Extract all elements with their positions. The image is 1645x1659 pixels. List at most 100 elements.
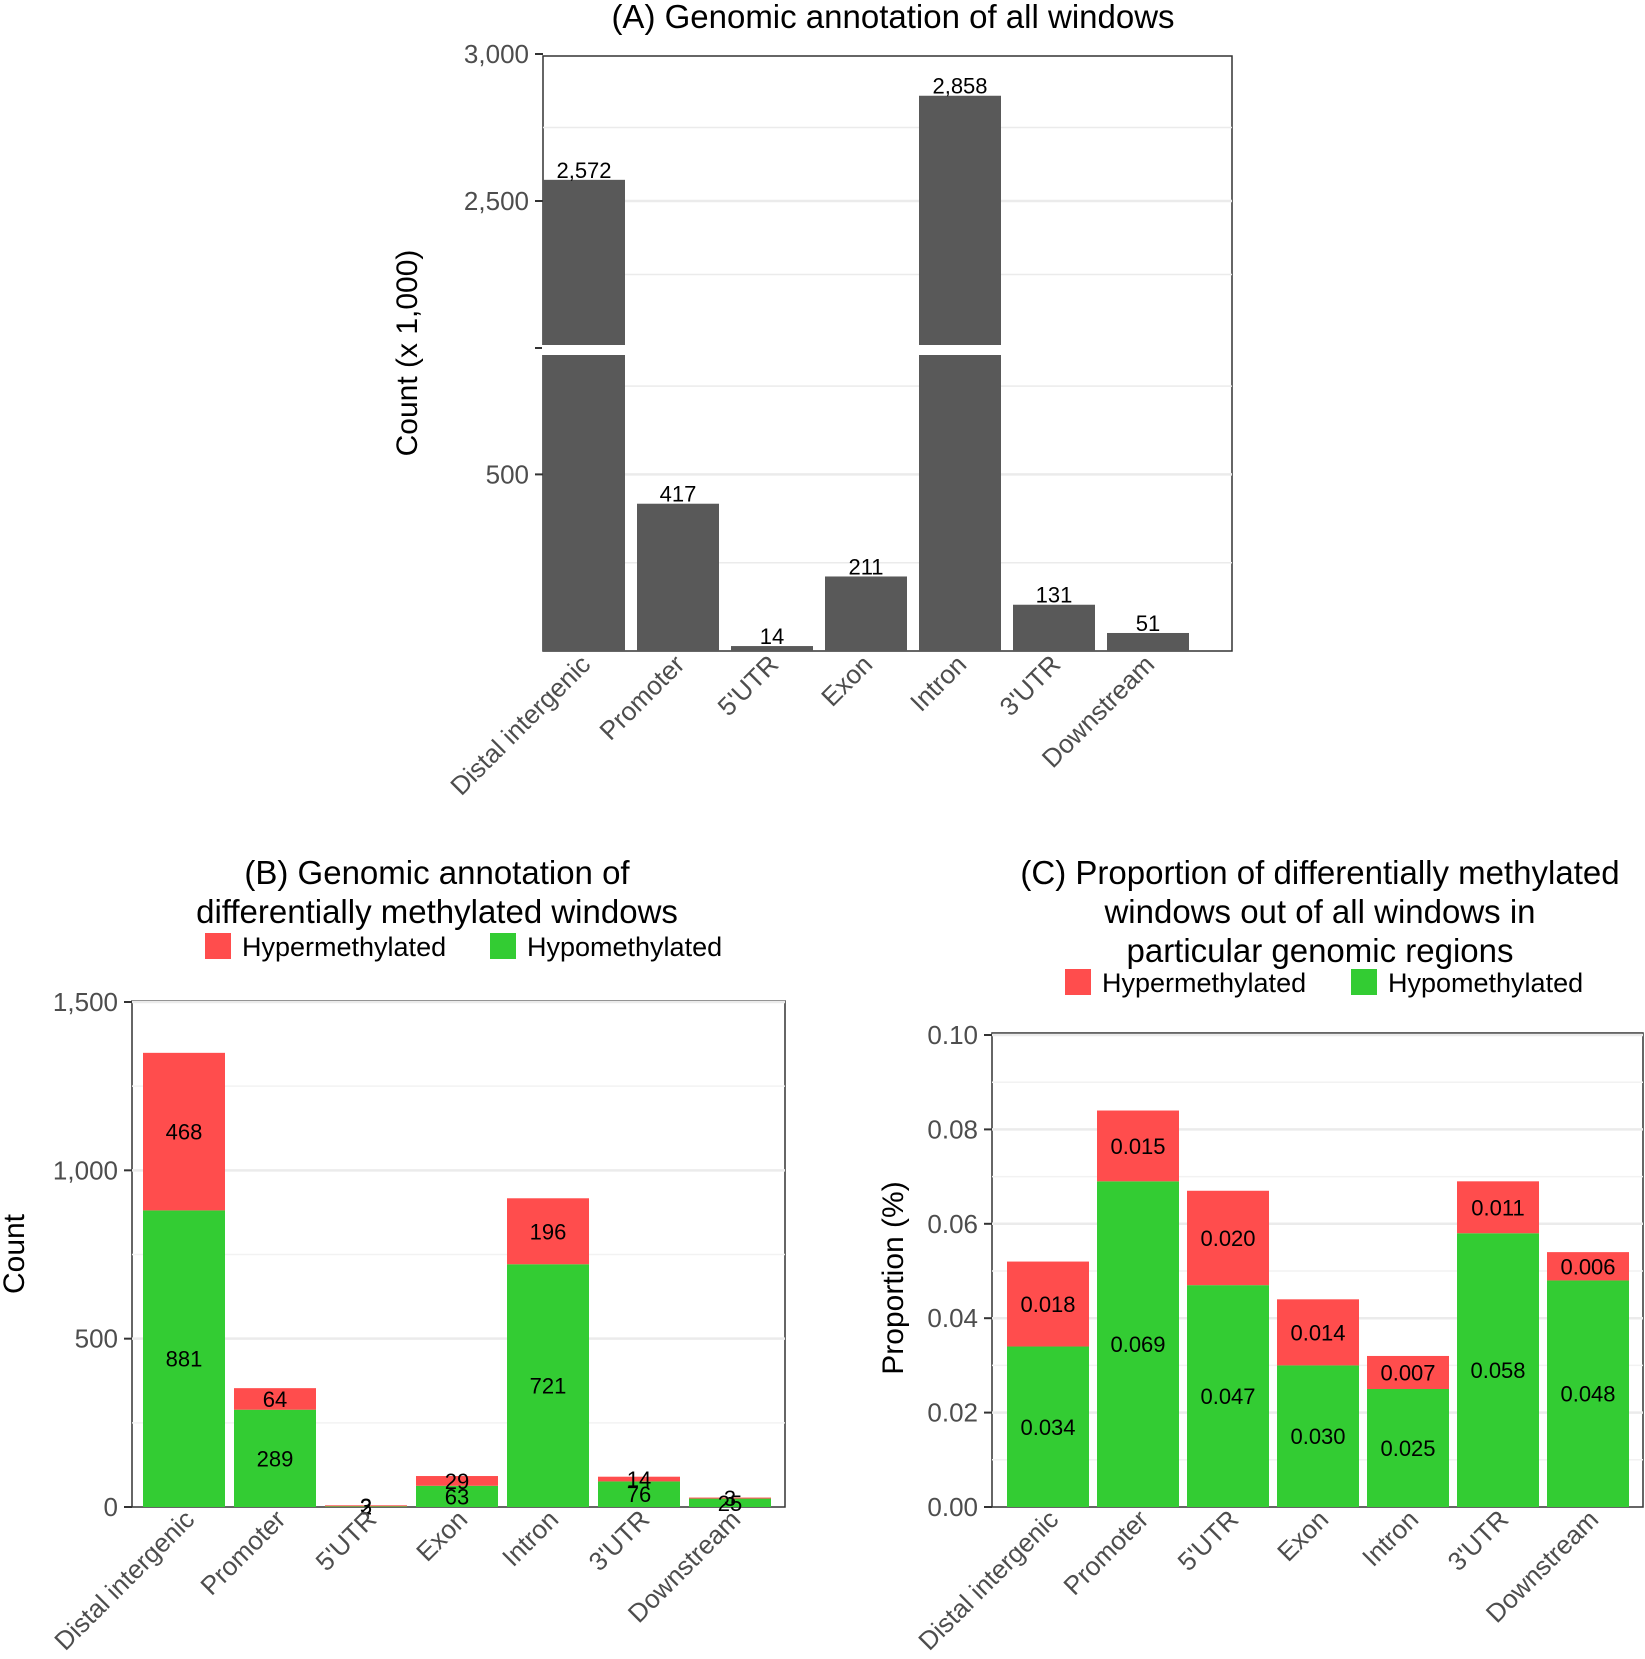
- panel-b-legend-label-hyper: Hypermethylated: [242, 932, 446, 962]
- panel-b-data-label-5-utr-hypomethylated: 2: [360, 1495, 372, 1520]
- panel-b-data-label-exon-hypomethylated: 63: [445, 1484, 469, 1509]
- panel-c-legend-label-hyper: Hypermethylated: [1102, 968, 1306, 998]
- panel-b-x-tick-label-intron: Intron: [496, 1504, 564, 1572]
- panel-c-x-tick-label-intron: Intron: [1356, 1504, 1424, 1572]
- panel-c-title-line-3: particular genomic regions: [1126, 932, 1513, 969]
- panel-a-bar-3-utr: [1013, 604, 1095, 651]
- panel-a-data-label-exon: 211: [848, 554, 883, 579]
- panel-b-bar-intron-hypermethylated: [507, 1198, 589, 1265]
- panel-c-data-label-distal-intergenic-hypomethylated: 0.034: [1020, 1415, 1075, 1440]
- panel-c-x-tick-label-5-utr: 5'UTR: [1172, 1504, 1245, 1577]
- panel-c-y-tick-label: 0.06: [927, 1209, 978, 1239]
- panel-b-bar-5-utr-hypomethylated: [325, 1506, 407, 1507]
- panel-c-data-label-5-utr-hypermethylated: 0.020: [1200, 1226, 1255, 1251]
- panel-c-bar-promoter-hypomethylated: [1097, 1181, 1179, 1507]
- panel-a-bar-break-gap: [542, 345, 626, 355]
- panel-b-data-label-distal-intergenic-hypomethylated: 881: [166, 1347, 203, 1372]
- panel-a-data-label-downstream: 51: [1136, 611, 1160, 636]
- panel-a-bar-distal-intergenic: [543, 179, 625, 651]
- panel-c-data-label-intron-hypomethylated: 0.025: [1380, 1436, 1435, 1461]
- panel-b-bar-downstream-hypomethylated: [689, 1498, 771, 1507]
- panel-b-bars: [143, 1052, 771, 1507]
- panel-b-legend-label-hypo: Hypomethylated: [527, 932, 722, 962]
- panel-a-bar-5-utr: [731, 646, 813, 651]
- panel-c-x-tick-label-distal-intergenic: Distal intergenic: [912, 1504, 1064, 1656]
- panel-b-x-tick-label-3-utr: 3'UTR: [583, 1504, 656, 1577]
- panel-c-y-tick-label: 0.04: [927, 1303, 978, 1333]
- panel-b-data-label-distal-intergenic-hypermethylated: 468: [166, 1120, 203, 1145]
- panel-b-bar-5-utr-hypermethylated: [325, 1505, 407, 1507]
- panel-c-x-tick-label-promoter: Promoter: [1057, 1504, 1154, 1601]
- panel-c-y-tick-label: 0.00: [927, 1492, 978, 1522]
- panel-b-bar-distal-intergenic-hypermethylated: [143, 1052, 225, 1211]
- panel-c-y-tick-label: 0.08: [927, 1114, 978, 1144]
- panel-c-bar-intron-hypomethylated: [1367, 1389, 1449, 1507]
- panel-a-x-tick-label-intron: Intron: [904, 649, 972, 717]
- panel-b-y-tick-label: 500: [75, 1324, 118, 1354]
- panel-b-x-tick-label-exon: Exon: [410, 1504, 473, 1567]
- panel-b-bar-exon-hypermethylated: [416, 1476, 498, 1486]
- panel-c-bars: [1007, 1110, 1629, 1507]
- panel-c-bar-downstream-hypermethylated: [1547, 1252, 1629, 1281]
- panel-b-title-line-1: (B) Genomic annotation of: [244, 854, 630, 891]
- panel-b-legend: Hypermethylated Hypomethylated: [205, 932, 722, 962]
- panel-a-title: (A) Genomic annotation of all windows: [611, 0, 1174, 35]
- panel-b-bar-promoter-hypomethylated: [234, 1409, 316, 1507]
- panel-a-y-axis-title: Count (x 1,000): [391, 250, 424, 457]
- panel-b-x-tick-label-promoter: Promoter: [194, 1504, 291, 1601]
- panel-a-data-label-intron: 2,858: [932, 74, 987, 99]
- panel-c-bar-5-utr-hypermethylated: [1187, 1190, 1269, 1286]
- panel-a-y-ticks: 500 2,500 3,000: [464, 39, 543, 489]
- panel-c-title-line-1: (C) Proportion of differentially methyla…: [1020, 854, 1619, 891]
- panel-c-legend: Hypermethylated Hypomethylated: [1065, 968, 1583, 998]
- panel-b-data-label-5-utr-hypermethylated: 3: [360, 1494, 372, 1519]
- panel-a-x-tick-label-exon: Exon: [815, 649, 878, 712]
- panel-c: (C) Proportion of differentially methyla…: [877, 854, 1644, 1656]
- panel-a: (A) Genomic annotation of all windows Co…: [391, 0, 1233, 801]
- panel-a-data-label-3-utr: 131: [1036, 583, 1073, 608]
- panel-c-legend-swatch-hypo: [1351, 969, 1377, 995]
- panel-b-data-label-3-utr-hypermethylated: 14: [627, 1467, 651, 1492]
- panel-c-title-line-2: windows out of all windows in: [1103, 893, 1535, 930]
- panel-b-y-tick-label: 1,500: [53, 987, 118, 1017]
- panel-a-bar-promoter: [637, 503, 719, 651]
- panel-c-data-label-5-utr-hypomethylated: 0.047: [1200, 1384, 1255, 1409]
- panel-b-x-tick-label-5-utr: 5'UTR: [310, 1504, 383, 1577]
- panel-a-y-tick-label: 2,500: [464, 186, 529, 216]
- panel-c-data-label-downstream-hypermethylated: 0.006: [1560, 1254, 1615, 1279]
- panel-b-data-label-promoter-hypomethylated: 289: [257, 1446, 294, 1471]
- panel-c-data-label-intron-hypermethylated: 0.007: [1380, 1360, 1435, 1385]
- panel-a-y-tick-label: 3,000: [464, 39, 529, 69]
- panel-c-bar-exon-hypomethylated: [1277, 1365, 1359, 1507]
- panel-b-data-label-intron-hypermethylated: 196: [530, 1219, 567, 1244]
- panel-b-legend-swatch-hypo: [490, 933, 516, 959]
- panel-c-data-label-downstream-hypomethylated: 0.048: [1560, 1382, 1615, 1407]
- panel-a-y-tick-label: 500: [486, 459, 529, 489]
- panel-a-x-tick-label-promoter: Promoter: [593, 649, 690, 746]
- panel-a-bars: [542, 95, 1189, 652]
- panel-c-bar-distal-intergenic-hypomethylated: [1007, 1346, 1089, 1507]
- panel-b-bar-exon-hypomethylated: [416, 1485, 498, 1507]
- panel-c-legend-swatch-hyper: [1065, 969, 1091, 995]
- panel-b-y-ticks: 0 500 1,000 1,500: [53, 987, 132, 1522]
- panel-b-data-label-downstream-hypermethylated: 3: [724, 1486, 736, 1511]
- panel-c-bar-3-utr-hypermethylated: [1457, 1181, 1539, 1234]
- panel-c-data-label-exon-hypermethylated: 0.014: [1290, 1320, 1345, 1345]
- panel-b-y-axis-title: Count: [0, 1213, 31, 1294]
- panel-b-x-tick-label-distal-intergenic: Distal intergenic: [48, 1504, 200, 1656]
- panel-b-legend-swatch-hyper: [205, 933, 231, 959]
- panel-a-bar-exon: [825, 576, 907, 651]
- panel-a-data-label-5-utr: 14: [760, 624, 784, 649]
- panel-a-bar-break-gap: [918, 345, 1002, 355]
- panel-b-data-label-3-utr-hypomethylated: 76: [627, 1482, 651, 1507]
- panel-c-data-label-3-utr-hypomethylated: 0.058: [1470, 1358, 1525, 1383]
- panel-b-bar-promoter-hypermethylated: [234, 1388, 316, 1410]
- panel-c-bar-5-utr-hypomethylated: [1187, 1285, 1269, 1507]
- panel-c-y-tick-label: 0.02: [927, 1398, 978, 1428]
- panel-b: (B) Genomic annotation of differentially…: [0, 854, 786, 1656]
- panel-c-x-tick-label-3-utr: 3'UTR: [1442, 1504, 1515, 1577]
